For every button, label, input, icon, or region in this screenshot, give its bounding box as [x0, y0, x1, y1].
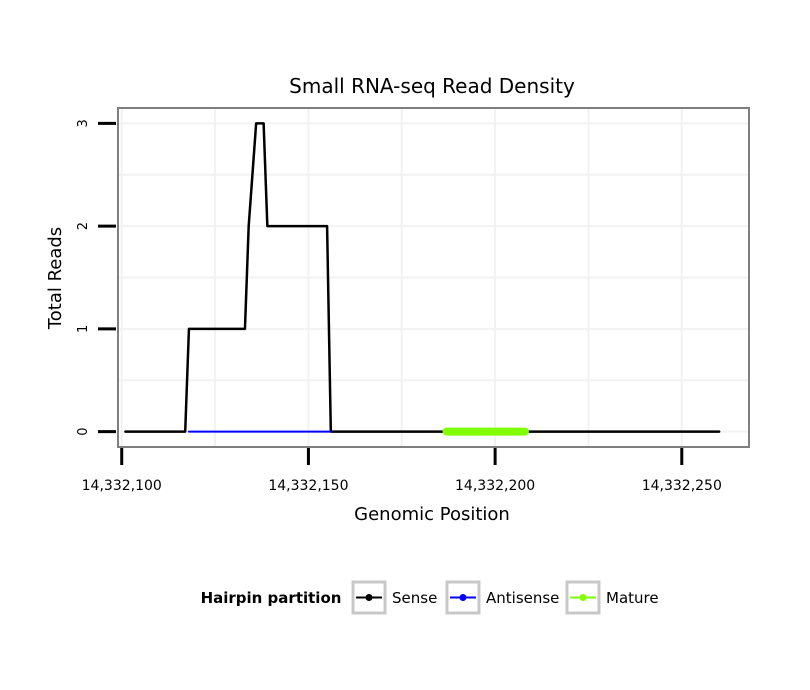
y-axis: 0 1 2 3	[76, 119, 116, 436]
series-line-sense	[124, 122, 721, 433]
legend-point-antisense	[459, 594, 467, 601]
series-layer	[124, 122, 721, 436]
x-tick-label: 14,332,150	[268, 478, 348, 494]
x-tick-label: 14,332,200	[455, 478, 535, 494]
legend-key-mature	[565, 580, 601, 615]
chart-title: Small RNA-seq Read Density	[289, 74, 575, 98]
legend-label-antisense: Antisense	[486, 589, 559, 607]
legend-title: Hairpin partition	[201, 589, 342, 607]
legend-point-mature	[579, 594, 587, 601]
legend-label-sense: Sense	[392, 589, 437, 607]
y-axis-label: Total Reads	[45, 227, 66, 330]
plot-border	[117, 107, 750, 448]
x-tick-label: 14,332,250	[642, 478, 722, 494]
legend-point-sense	[365, 594, 373, 601]
x-axis: 14,332,100 14,332,150 14,332,200 14,332,250	[82, 448, 722, 494]
y-tick-label: 3	[76, 119, 91, 127]
x-axis-label: Genomic Position	[354, 504, 510, 525]
legend-label-mature: Mature	[606, 589, 659, 607]
x-tick-label: 14,332,100	[82, 478, 162, 494]
legend: Hairpin partition Sense Antisense Mature	[201, 580, 659, 615]
y-tick-label: 1	[76, 325, 91, 333]
y-tick-label: 0	[76, 427, 91, 435]
y-tick-label: 2	[76, 222, 91, 230]
